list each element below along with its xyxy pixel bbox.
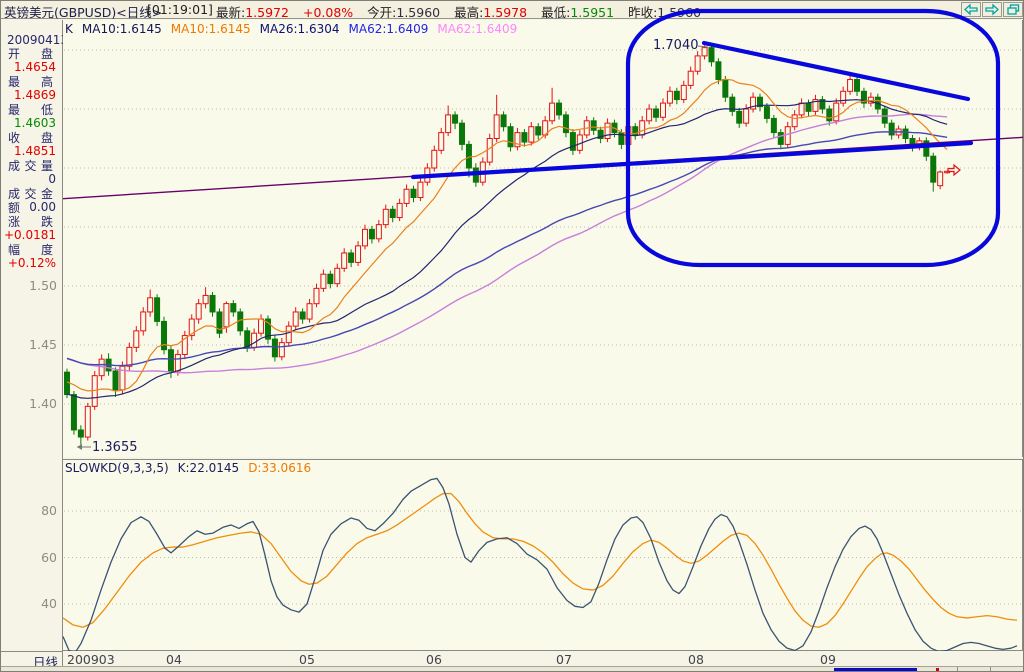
month-label: 05 [299,652,315,667]
month-label: 07 [556,652,572,667]
candlestick-svg[interactable]: 1.7040 1.3655 [62,20,1023,457]
slowkd-panel[interactable] [63,459,1023,651]
quote-row-label: 开 盘 [8,47,53,61]
indicator-label: MA62:1.6409 [437,22,518,36]
indicator-label: MA26:1.6304 [259,22,340,36]
selected-date: 20090413 [7,33,69,47]
quote-row-label: 幅 度 [8,243,53,257]
quote-field: +0.08% [302,5,354,20]
toolbar [961,2,1023,17]
quote-row-value: 1.4851 [14,144,56,158]
indicator-label: K [65,22,73,36]
quote-row-value: 1.4654 [14,60,56,74]
svg-text:1.3655: 1.3655 [92,440,138,455]
indicator-label: MA10:1.6145 [81,22,162,36]
quote-row-value: 0 [48,172,56,186]
indicator-label: K:22.0145 [177,461,240,475]
indicator-label: MA62:1.6409 [348,22,429,36]
quote-field: 今开:1.5960 [367,5,441,20]
quote-time: [01:19:01] [147,2,213,17]
quote-row-value: +0.0181 [3,228,56,242]
quote-field: 最高:1.5978 [454,5,528,20]
arrow-left-icon[interactable] [961,2,981,17]
quote-row-value: 1.4869 [14,88,56,102]
position-marker [936,668,939,671]
indicator-label: D:33.0616 [248,461,312,475]
time-axis: 日线 200903 04 05 06 07 08 09 [1,651,1023,670]
month-label: 200903 [67,652,115,667]
bottom-scroll-strip[interactable] [1,666,1023,671]
quote-row-label: 涨 跌 [8,215,53,229]
quote-field: 昨收:1.5960 [628,5,702,20]
slowkd-svg[interactable] [62,459,1023,654]
quote-row-label: 最 低 [8,103,53,117]
quote-row-label: 成交金额 [8,187,53,215]
month-label: 08 [688,652,704,667]
month-label: 09 [820,652,836,667]
slowkd-indicator-labels: SLOWKD(9,3,3,5) K:22.0145 D:33.0616 [65,461,311,475]
quote-row-value: 1.4603 [14,116,56,130]
month-label: 06 [426,652,442,667]
cascade-windows-icon[interactable] [1003,2,1023,17]
quote-field: 最新:1.5972 [216,5,289,20]
svg-text:1.7040: 1.7040 [653,38,699,53]
period-box: 日线 [1,651,63,670]
quote-field: 最低:1.5951 [541,5,615,20]
indicator-label: MA10:1.6145 [170,22,251,36]
ma-indicator-labels: K MA10:1.6145 MA10:1.6145 MA26:1.6304 MA62:1… [65,22,517,36]
strip-tick [957,667,958,671]
quote-fields: 最新:1.5972 +0.08% 今开:1.5960 最高:1.5978 最低:1.59… [216,2,715,21]
quote-row-label: 最 高 [8,75,53,89]
quote-row-value: +0.12% [7,256,56,270]
scrollbar-thumb[interactable] [834,668,917,671]
quote-row-label: 成交量 [8,159,53,173]
instrument-title: 英镑美元(GBPUSD)<日线> [4,5,163,20]
quote-row-label: 收 盘 [8,131,53,145]
quote-row-value: 0.00 [29,200,56,214]
arrow-right-icon[interactable] [982,2,1002,17]
month-label: 04 [166,652,182,667]
indicator-label: SLOWKD(9,3,3,5) [65,461,169,475]
strip-tick [990,667,991,671]
quote-header: 英镑美元(GBPUSD)<日线> [01:19:01] 最新:1.5972 +0.… [1,1,1023,21]
